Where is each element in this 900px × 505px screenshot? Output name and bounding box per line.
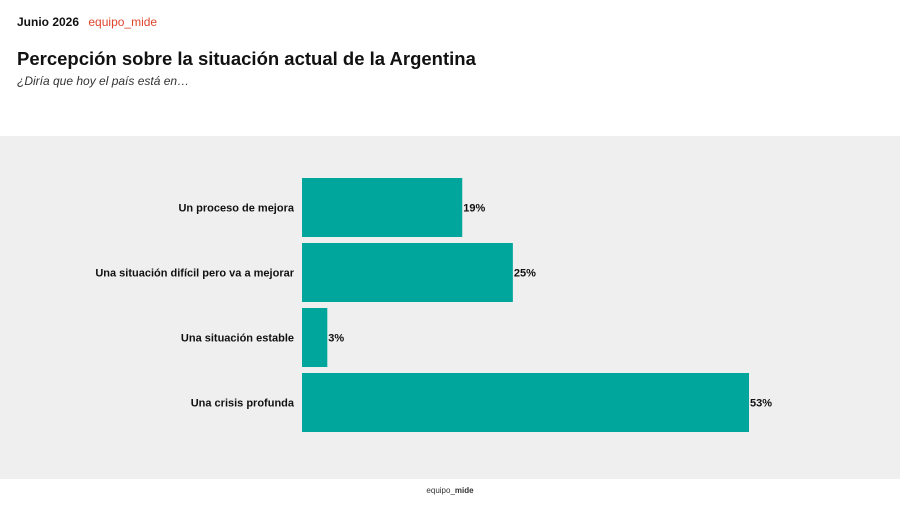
category-label-0: Un proceso de mejora [178, 203, 294, 215]
chart-title: Percepción sobre la situación actual de … [17, 48, 476, 69]
chart-subtitle: ¿Diría que hoy el país está en… [17, 74, 190, 88]
bar-1 [302, 243, 513, 302]
category-label-3: Una crisis profunda [191, 398, 295, 410]
footer-brand-prefix: equipo_ [426, 486, 455, 495]
bar-0 [302, 178, 463, 237]
report-date: Junio 2026 [17, 15, 80, 29]
category-label-1: Una situación difícil pero va a mejorar [95, 268, 294, 280]
bar-chart: Un proceso de mejora 19% Una situación dif… [95, 178, 772, 432]
footer-brand: equipo_mide [0, 486, 900, 495]
category-label-2: Una situación estable [181, 333, 294, 345]
chart-panel: Un proceso de mejora 19% Una situación dif… [0, 136, 900, 479]
value-label-2: 3% [328, 333, 344, 345]
footer-brand-suffix: mide [454, 486, 474, 495]
bar-2 [302, 308, 328, 367]
header-meta: Junio 2026 equipo_mide [17, 15, 157, 29]
value-label-1: 25% [514, 268, 536, 280]
value-label-0: 19% [463, 203, 485, 215]
value-label-3: 53% [750, 398, 772, 410]
brand-name: equipo_mide [88, 15, 158, 29]
bar-3 [302, 373, 749, 432]
